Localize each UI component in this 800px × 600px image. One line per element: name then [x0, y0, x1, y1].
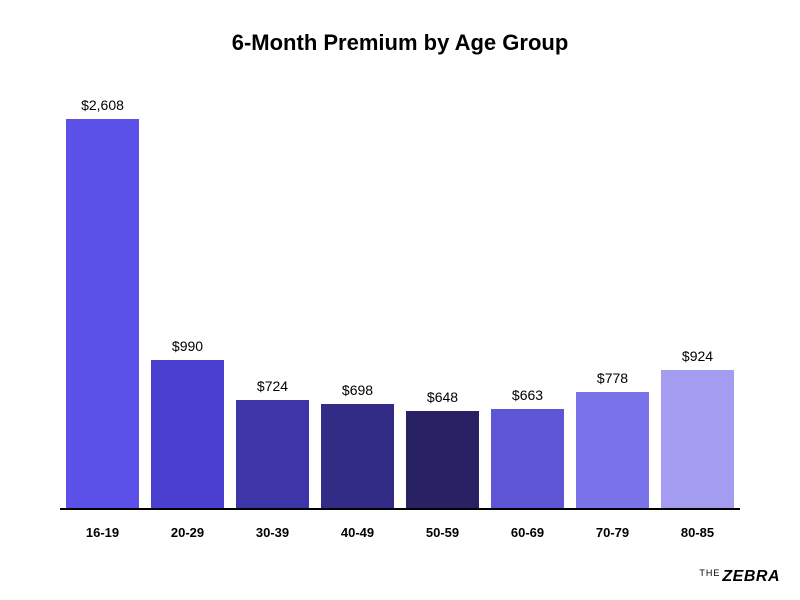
bar: [151, 360, 224, 508]
bar-wrap: $924: [655, 90, 740, 508]
bar-value-label: $648: [427, 389, 458, 405]
x-axis-label: 50-59: [400, 525, 485, 540]
bar: [321, 404, 394, 508]
bar-value-label: $778: [597, 370, 628, 386]
x-axis-label: 20-29: [145, 525, 230, 540]
bar-wrap: $663: [485, 90, 570, 508]
bar: [406, 411, 479, 508]
brand-name: ZEBRA: [722, 568, 780, 585]
bar: [576, 392, 649, 508]
bar-value-label: $990: [172, 338, 203, 354]
bar-wrap: $648: [400, 90, 485, 508]
bar-value-label: $924: [682, 348, 713, 364]
brand-logo: THEZEBRA: [699, 568, 780, 586]
bar-value-label: $698: [342, 382, 373, 398]
bar-value-label: $724: [257, 378, 288, 394]
x-axis-labels: 16-1920-2930-3940-4950-5960-6970-7980-85: [60, 525, 740, 540]
bar-group: $2,608 $990 $724 $698 $648 $663 $778 $924: [60, 90, 740, 510]
chart-plot-area: $2,608 $990 $724 $698 $648 $663 $778 $924: [60, 90, 740, 510]
bar-wrap: $990: [145, 90, 230, 508]
x-axis-label: 60-69: [485, 525, 570, 540]
x-axis-label: 80-85: [655, 525, 740, 540]
bar-value-label: $2,608: [81, 97, 124, 113]
chart-container: 6-Month Premium by Age Group $2,608$990$…: [0, 0, 800, 600]
chart-title: 6-Month Premium by Age Group: [0, 0, 800, 56]
x-axis-label: 16-19: [60, 525, 145, 540]
bar-wrap: $778: [570, 90, 655, 508]
bar-wrap: $698: [315, 90, 400, 508]
bar-value-label: $663: [512, 387, 543, 403]
bar: [236, 400, 309, 508]
x-axis-label: 70-79: [570, 525, 655, 540]
bar: [66, 119, 139, 508]
bar-wrap: $724: [230, 90, 315, 508]
x-axis-label: 30-39: [230, 525, 315, 540]
bar: [491, 409, 564, 508]
bar: [661, 370, 734, 508]
bar-wrap: $2,608: [60, 90, 145, 508]
x-axis-label: 40-49: [315, 525, 400, 540]
brand-prefix: THE: [699, 568, 720, 578]
